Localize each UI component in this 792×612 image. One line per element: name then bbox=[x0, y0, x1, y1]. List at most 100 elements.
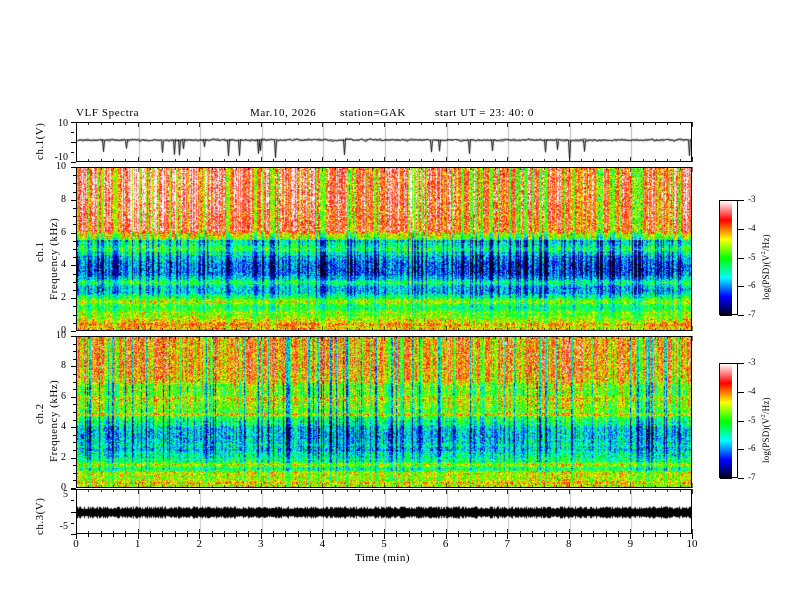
panel-top-tick bbox=[212, 336, 213, 339]
panel-bottom-tick bbox=[322, 157, 323, 162]
panel-top-tick bbox=[409, 489, 410, 492]
panel-bottom-tick bbox=[298, 159, 299, 162]
panel-bottom-tick bbox=[507, 529, 508, 534]
x-minor-tick bbox=[458, 534, 459, 537]
panel-bottom-tick bbox=[76, 157, 77, 162]
panel-top-tick bbox=[569, 489, 570, 494]
panel-top-tick bbox=[187, 489, 188, 492]
freq-minor-tick bbox=[73, 290, 76, 291]
panel-top-tick bbox=[113, 489, 114, 492]
panel-bottom-tick bbox=[396, 531, 397, 534]
panel-top-tick bbox=[680, 122, 681, 125]
panel-bottom-tick bbox=[150, 328, 151, 331]
panel-bottom-tick bbox=[618, 159, 619, 162]
panel-bottom-tick bbox=[187, 159, 188, 162]
panel-top-tick bbox=[335, 122, 336, 125]
waveform-tick-mark bbox=[71, 523, 74, 524]
panel-bottom-tick bbox=[446, 529, 447, 534]
freq-minor-tick bbox=[73, 216, 76, 217]
panel-top-tick bbox=[359, 489, 360, 492]
panel-bottom-tick bbox=[532, 328, 533, 331]
panel-bottom-tick bbox=[310, 485, 311, 488]
colorbar-tick-label: -6 bbox=[748, 280, 756, 291]
freq-minor-tick bbox=[73, 315, 76, 316]
x-minor-tick bbox=[372, 534, 373, 537]
freq-minor-tick bbox=[73, 274, 76, 275]
ch2-colorbar-frame bbox=[719, 363, 738, 478]
panel-bottom-tick bbox=[421, 328, 422, 331]
panel-top-tick bbox=[248, 336, 249, 339]
panel-bottom-tick bbox=[187, 531, 188, 534]
panel-bottom-tick bbox=[372, 485, 373, 488]
panel-top-tick bbox=[384, 336, 385, 341]
panel-top-tick bbox=[199, 336, 200, 341]
colorbar-tick-label: -3 bbox=[748, 357, 756, 367]
panel-top-tick bbox=[409, 167, 410, 170]
panel-bottom-tick bbox=[285, 531, 286, 534]
panel-bottom-tick bbox=[310, 531, 311, 534]
panel-bottom-tick bbox=[125, 485, 126, 488]
panel-bottom-tick bbox=[655, 328, 656, 331]
panel-top-tick bbox=[138, 489, 139, 494]
panel-bottom-tick bbox=[384, 157, 385, 162]
panel-bottom-tick bbox=[396, 485, 397, 488]
panel-bottom-tick bbox=[335, 531, 336, 534]
panel-bottom-tick bbox=[212, 159, 213, 162]
panel-top-tick bbox=[224, 489, 225, 492]
panel-top-tick bbox=[236, 336, 237, 339]
panel-bottom-tick bbox=[593, 485, 594, 488]
panel-top-tick bbox=[162, 336, 163, 339]
freq-tick-label: 6 bbox=[61, 226, 66, 238]
panel-top-tick bbox=[606, 167, 607, 170]
panel-bottom-tick bbox=[248, 159, 249, 162]
freq-tick-label: 8 bbox=[61, 193, 66, 205]
panel-bottom-tick bbox=[581, 485, 582, 488]
panel-top-tick bbox=[606, 336, 607, 339]
panel-bottom-tick bbox=[298, 328, 299, 331]
x-minor-tick bbox=[88, 534, 89, 537]
panel-top-tick bbox=[150, 167, 151, 170]
panel-bottom-tick bbox=[273, 328, 274, 331]
panel-bottom-tick bbox=[458, 485, 459, 488]
panel-top-tick bbox=[335, 167, 336, 170]
panel-bottom-tick bbox=[261, 157, 262, 162]
panel-bottom-tick bbox=[396, 328, 397, 331]
freq-tick-label: 4 bbox=[61, 259, 66, 271]
panel-bottom-tick bbox=[224, 531, 225, 534]
freq-minor-tick bbox=[73, 175, 76, 176]
panel-bottom-tick bbox=[532, 159, 533, 162]
x-minor-tick bbox=[138, 534, 139, 537]
panel-top-tick bbox=[273, 122, 274, 125]
x-minor-tick bbox=[680, 534, 681, 537]
waveform-tick-mark bbox=[71, 500, 74, 501]
colorbar-tick-label: -5 bbox=[748, 251, 756, 262]
panel-top-tick bbox=[76, 122, 77, 127]
panel-top-tick bbox=[150, 122, 151, 125]
x-minor-tick bbox=[187, 534, 188, 537]
panel-top-tick bbox=[483, 167, 484, 170]
panel-top-tick bbox=[618, 489, 619, 492]
x-minor-tick bbox=[335, 534, 336, 537]
panel-top-tick bbox=[433, 167, 434, 170]
panel-bottom-tick bbox=[556, 159, 557, 162]
x-minor-tick bbox=[655, 534, 656, 537]
panel-bottom-tick bbox=[175, 485, 176, 488]
panel-bottom-tick bbox=[384, 483, 385, 488]
panel-bottom-tick bbox=[175, 531, 176, 534]
panel-bottom-tick bbox=[212, 328, 213, 331]
panel-bottom-tick bbox=[483, 159, 484, 162]
panel-top-tick bbox=[236, 489, 237, 492]
panel-bottom-tick bbox=[569, 483, 570, 488]
panel-top-tick bbox=[520, 336, 521, 339]
panel-top-tick bbox=[593, 167, 594, 170]
panel-top-tick bbox=[581, 336, 582, 339]
panel-top-tick bbox=[261, 336, 262, 341]
panel-bottom-tick bbox=[101, 159, 102, 162]
waveform-tick-mark bbox=[71, 142, 76, 143]
ch2-channel-label: ch.2 bbox=[34, 403, 46, 424]
freq-minor-tick bbox=[73, 249, 76, 250]
panel-bottom-tick bbox=[507, 483, 508, 488]
panel-top-tick bbox=[224, 336, 225, 339]
panel-bottom-tick bbox=[655, 531, 656, 534]
freq-minor-tick bbox=[73, 265, 76, 266]
